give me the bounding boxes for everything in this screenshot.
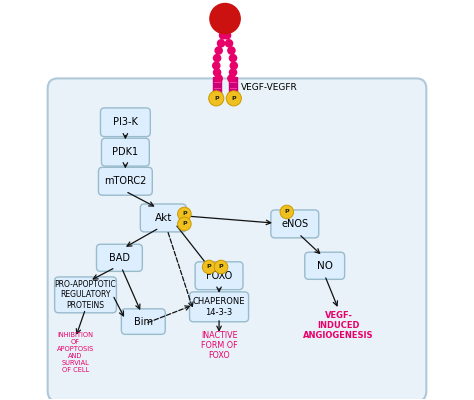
Text: P: P bbox=[182, 222, 187, 226]
FancyBboxPatch shape bbox=[101, 138, 149, 166]
Text: PRO-APOPTOTIC
REGULATORY
PROTEINS: PRO-APOPTOTIC REGULATORY PROTEINS bbox=[55, 280, 117, 310]
Text: VEGF-
INDUCED
ANGIOGENESIS: VEGF- INDUCED ANGIOGENESIS bbox=[303, 311, 374, 340]
Text: FOXO: FOXO bbox=[206, 271, 232, 281]
Text: Bim: Bim bbox=[134, 316, 153, 326]
Circle shape bbox=[219, 32, 227, 39]
FancyBboxPatch shape bbox=[100, 108, 150, 137]
Text: P: P bbox=[207, 264, 211, 270]
Text: BAD: BAD bbox=[109, 253, 130, 263]
Circle shape bbox=[280, 205, 293, 219]
Circle shape bbox=[214, 260, 228, 274]
Text: NO: NO bbox=[317, 261, 333, 271]
FancyBboxPatch shape bbox=[213, 77, 221, 97]
Text: PI3-K: PI3-K bbox=[113, 117, 138, 127]
Text: INACTIVE
FORM OF
FOXO: INACTIVE FORM OF FOXO bbox=[201, 330, 237, 360]
Circle shape bbox=[218, 40, 225, 47]
Text: VEGF-VEGFR: VEGF-VEGFR bbox=[241, 83, 298, 92]
Circle shape bbox=[228, 75, 235, 82]
Circle shape bbox=[215, 75, 222, 82]
Circle shape bbox=[226, 40, 233, 47]
FancyBboxPatch shape bbox=[190, 292, 248, 322]
FancyBboxPatch shape bbox=[140, 204, 186, 232]
FancyBboxPatch shape bbox=[195, 262, 243, 290]
Text: Akt: Akt bbox=[155, 213, 172, 223]
FancyBboxPatch shape bbox=[48, 78, 426, 400]
Text: P: P bbox=[231, 96, 236, 101]
Circle shape bbox=[215, 47, 222, 54]
Text: P: P bbox=[284, 210, 289, 214]
Circle shape bbox=[202, 260, 216, 274]
FancyBboxPatch shape bbox=[271, 210, 319, 238]
Circle shape bbox=[226, 91, 241, 106]
Circle shape bbox=[178, 207, 191, 221]
Text: INHIBITION
OF
APOPTOSIS
AND
SURVIAL
OF CELL: INHIBITION OF APOPTOSIS AND SURVIAL OF C… bbox=[57, 332, 94, 373]
Circle shape bbox=[210, 4, 240, 34]
Circle shape bbox=[228, 47, 235, 54]
Circle shape bbox=[230, 62, 237, 69]
Text: eNOS: eNOS bbox=[281, 219, 309, 229]
Circle shape bbox=[213, 54, 221, 62]
Text: PDK1: PDK1 bbox=[112, 147, 138, 157]
Circle shape bbox=[229, 69, 237, 76]
Circle shape bbox=[178, 217, 191, 231]
FancyBboxPatch shape bbox=[97, 244, 142, 271]
Text: P: P bbox=[219, 264, 223, 270]
Text: P: P bbox=[214, 96, 219, 101]
FancyBboxPatch shape bbox=[99, 167, 152, 195]
Circle shape bbox=[223, 32, 231, 39]
FancyBboxPatch shape bbox=[55, 277, 117, 313]
Text: P: P bbox=[182, 212, 187, 216]
Circle shape bbox=[213, 69, 221, 76]
Text: mTORC2: mTORC2 bbox=[104, 176, 146, 186]
Circle shape bbox=[209, 91, 224, 106]
Circle shape bbox=[229, 54, 237, 62]
FancyBboxPatch shape bbox=[229, 77, 237, 97]
FancyBboxPatch shape bbox=[121, 309, 165, 334]
Text: CHAPERONE
14-3-3: CHAPERONE 14-3-3 bbox=[193, 297, 246, 316]
FancyBboxPatch shape bbox=[305, 252, 345, 279]
Circle shape bbox=[213, 62, 220, 69]
